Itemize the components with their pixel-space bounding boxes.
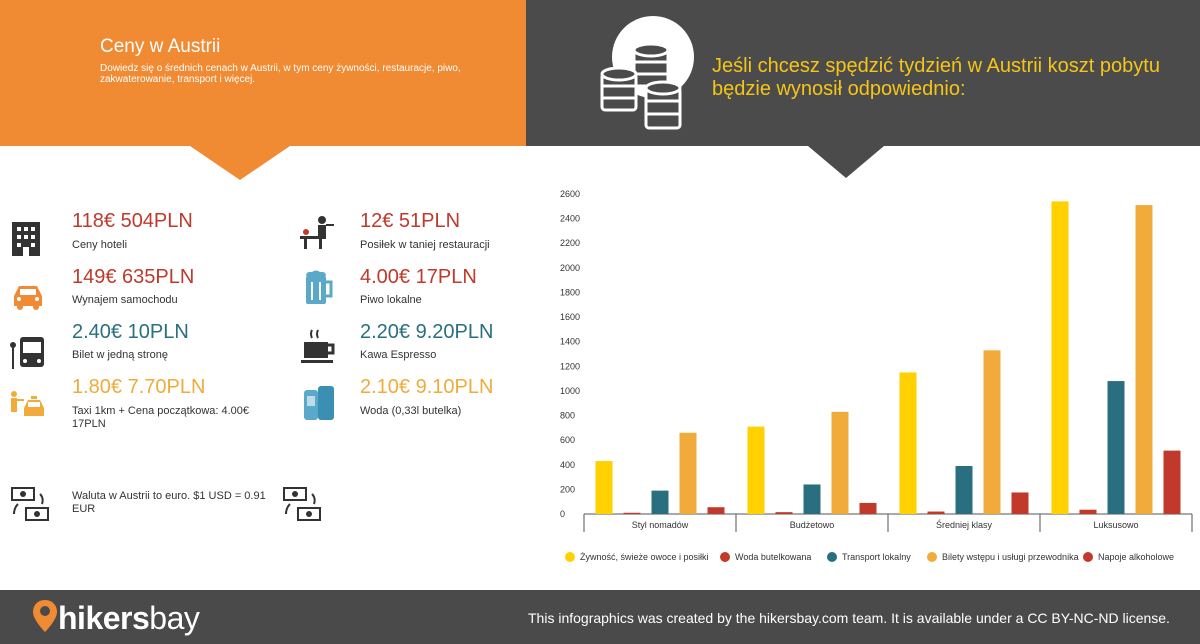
footer-credit: This infographics was created by the hik… [528,610,1170,626]
page-subtitle: Dowiedz się o średnich cenach w Austrii,… [100,63,461,85]
y-tick-label: 0 [560,509,565,519]
hikersbay-logo[interactable]: hikersbay [58,600,200,637]
legend-marker [565,552,575,562]
car-price: 149€ 635PLN [72,266,195,288]
taxi-icon [11,391,44,416]
beer-icon [306,270,333,304]
bar [651,490,669,514]
hikersbay-pin-icon [33,600,57,632]
bar [831,411,849,514]
bar [1051,201,1069,514]
waiter-icon [300,216,334,249]
y-tick-label: 2200 [560,238,580,248]
y-tick-label: 1000 [560,386,580,396]
logo-part-1: hikers [58,600,150,636]
bar [707,507,725,514]
bar [679,432,697,514]
legend-label: Woda butelkowana [735,552,811,562]
currency-exchange-icon [11,487,49,521]
bar [747,426,765,514]
category-label: Styl nomadów [632,520,689,530]
page-title: Ceny w Austrii [100,36,221,57]
hotel-price: 118€ 504PLN [72,210,193,232]
hotel-icon [12,222,40,256]
meal-price: 12€ 51PLN [360,210,461,232]
coffee-icon [301,329,335,363]
bar [595,461,613,514]
legend-marker [927,552,937,562]
hotel-label: Ceny hoteli [72,239,128,251]
bar [803,484,821,514]
y-tick-label: 400 [560,460,575,470]
bus-icon [10,337,44,369]
header-left-panel [0,0,526,146]
legend-marker [720,552,730,562]
y-tick-label: 1600 [560,312,580,322]
beer-label: Piwo lokalne [360,294,422,306]
bar [775,512,793,514]
bar [927,511,945,514]
bar [955,466,973,514]
currency-label: Waluta w Austrii to euro. $1 USD = 0.91 … [72,490,266,515]
y-tick-label: 2400 [560,214,580,224]
y-tick-label: 2600 [560,189,580,199]
bar [983,350,1001,514]
legend-label: Bilety wstępu i usługi przewodnika [942,552,1079,562]
headline: Jeśli chcesz spędzić tydzień w Austrii k… [712,55,1160,100]
currency-exchange-icon-2 [283,487,321,521]
bus-price: 2.40€ 10PLN [72,321,189,343]
legend-marker [1083,552,1093,562]
footer-bar [0,590,1200,644]
beer-price: 4.00€ 17PLN [360,266,477,288]
bar [623,512,641,514]
bar [1163,450,1181,514]
bar [1079,509,1097,514]
cost-chart: 0 200 400 600 800 1000 1200 1400 1600 1800 2000 220… [560,189,1193,562]
y-tick-label: 800 [560,411,575,421]
car-label: Wynajem samochodu [72,294,178,306]
water-label: Woda (0,33l butelka) [360,405,462,417]
water-bottle-icon [304,386,334,420]
meal-label: Posiłek w taniej restauracji [360,239,490,251]
coffee-price: 2.20€ 9.20PLN [360,321,494,343]
water-price: 2.10€ 9.10PLN [360,376,494,398]
bar [1011,492,1029,514]
coins-icon [600,42,682,130]
legend-label: Transport lokalny [842,552,911,562]
y-tick-label: 2000 [560,263,580,273]
taxi-price: 1.80€ 7.70PLN [72,376,206,398]
y-tick-label: 1200 [560,361,580,371]
y-tick-label: 600 [560,435,575,445]
y-tick-label: 1800 [560,287,580,297]
y-tick-label: 200 [560,484,575,494]
taxi-label: Taxi 1km + Cena początkowa: 4.00€ 17PLN [72,405,250,430]
bar [1135,205,1153,515]
car-icon [14,286,42,310]
bar [859,502,877,514]
category-label: Średniej klasy [936,519,993,530]
header-right-pointer [808,146,884,178]
header-left-pointer [190,146,290,180]
legend-marker [827,552,837,562]
logo-part-2: bay [149,600,200,636]
bar [899,372,917,514]
coffee-label: Kawa Espresso [360,349,437,361]
category-label: Luksusowo [1093,520,1138,530]
category-label: Budżetowo [790,520,835,530]
legend-label: Napoje alkoholowe [1098,552,1174,562]
y-tick-label: 1400 [560,337,580,347]
bus-label: Bilet w jedną stronę [72,349,168,361]
legend-label: Żywność, świeże owoce i posiłki [580,552,709,562]
bar [1107,381,1125,514]
